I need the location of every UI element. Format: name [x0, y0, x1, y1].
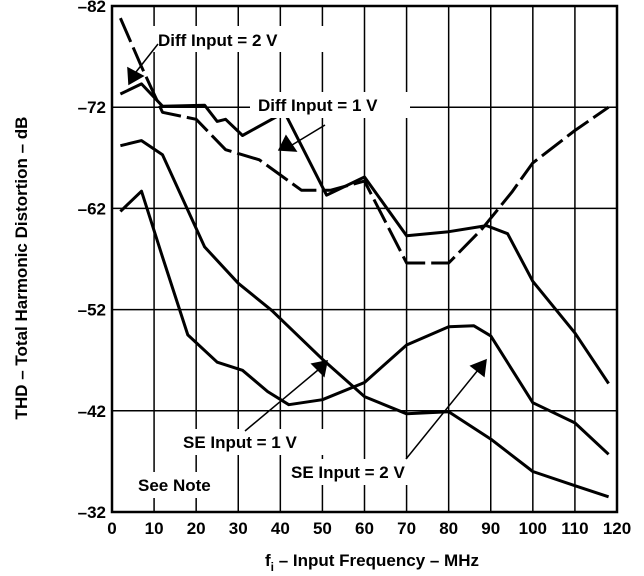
x-axis-title: fi – Input Frequency – MHz	[265, 551, 479, 574]
annotation-see-note-text: See Note	[138, 476, 211, 495]
x-tick-label-70: 70	[397, 519, 416, 538]
series-line-2	[120, 139, 610, 499]
x-axis-title-rest: – Input Frequency – MHz	[274, 551, 479, 570]
y-tick-label--82: –82	[78, 0, 106, 16]
y-tick-label--62: –62	[78, 199, 106, 218]
arrow-diff-1v	[291, 124, 326, 146]
x-tick-label-20: 20	[187, 519, 206, 538]
x-axis-title-main: f	[265, 551, 271, 570]
grid-lines	[112, 6, 617, 512]
arrow-se-1v	[244, 369, 319, 432]
annotation-se-2v: SE Input = 2 V	[284, 459, 442, 485]
x-tick-label-120: 120	[603, 519, 631, 538]
arrowhead-se-1v	[310, 360, 328, 378]
arrowhead-diff-1v	[277, 134, 298, 152]
series-lines	[119, 17, 610, 499]
arrowhead-diff-2v	[127, 66, 145, 86]
series-line-1	[119, 82, 610, 385]
x-tick-label-110: 110	[561, 519, 588, 538]
arrowhead-se-2v	[469, 358, 487, 378]
x-tick-label-0: 0	[107, 519, 116, 538]
x-tick-label-50: 50	[313, 519, 332, 538]
x-axis-title-subscript: i	[271, 560, 274, 574]
series-line-3	[119, 189, 610, 456]
y-tick-label--32: –32	[78, 503, 106, 522]
annotation-se-2v-text: SE Input = 2 V	[291, 463, 405, 482]
x-tick-label-40: 40	[271, 519, 290, 538]
plot-frame	[110, 4, 619, 514]
annotation-diff-2v: Diff Input = 2 V	[150, 26, 336, 52]
annotation-diff-1v: Diff Input = 1 V	[250, 92, 410, 118]
x-tick-label-60: 60	[355, 519, 374, 538]
x-tick-label-30: 30	[229, 519, 248, 538]
annotation-se-1v-text: SE Input = 1 V	[183, 433, 297, 452]
y-tick-label--42: –42	[78, 402, 106, 421]
annotation-se-1v: SE Input = 1 V	[176, 429, 334, 455]
y-tick-label--72: –72	[78, 98, 106, 117]
x-tick-label-100: 100	[519, 519, 547, 538]
y-tick-label--52: –52	[78, 301, 106, 320]
annotation-diff-2v-text: Diff Input = 2 V	[158, 31, 278, 50]
annotation-see-note: See Note	[130, 472, 236, 498]
y-axis-title: THD – Total Harmonic Distortion – dB	[12, 117, 31, 420]
callout-arrows	[127, 43, 487, 460]
arrow-se-2v	[405, 369, 479, 460]
arrow-diff-2v	[135, 43, 159, 73]
x-tick-label-10: 10	[145, 519, 164, 538]
y-tick-labels: –82 –72 –62 –52 –42 –32	[78, 0, 106, 522]
annotation-diff-1v-text: Diff Input = 1 V	[258, 96, 378, 115]
x-tick-label-90: 90	[481, 519, 500, 538]
x-tick-label-80: 80	[439, 519, 458, 538]
x-tick-labels: 0 10 20 30 40 50 60 70 80 90 100 110 120	[107, 519, 631, 538]
x-axis-title-text: fi – Input Frequency – MHz	[265, 551, 479, 574]
